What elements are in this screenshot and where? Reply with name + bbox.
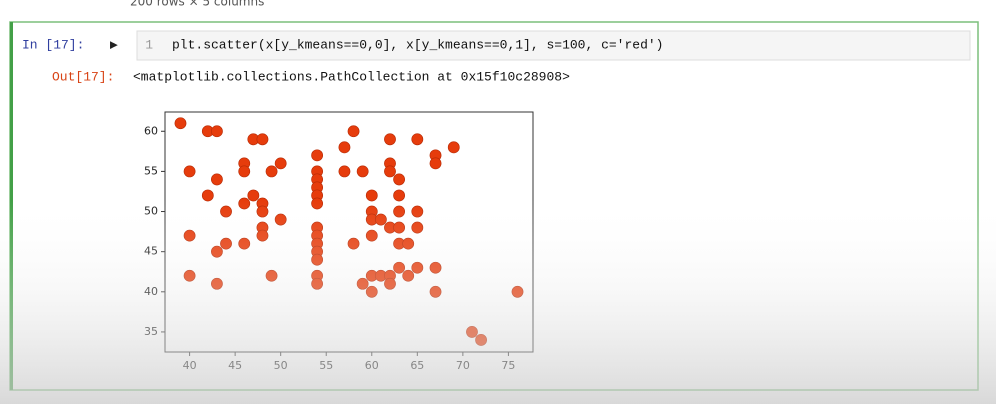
scatter-point <box>201 189 214 202</box>
scatter-point <box>447 141 460 154</box>
scatter-point <box>384 133 396 146</box>
scatter-point <box>174 117 187 130</box>
scatter-point <box>411 133 424 146</box>
video-shade <box>0 200 996 404</box>
scatter-point <box>183 165 196 178</box>
out-prompt: Out[17]: <box>52 69 114 84</box>
scatter-point <box>211 125 223 138</box>
in-prompt: In [17]: <box>22 37 84 52</box>
scatter-point <box>247 189 260 202</box>
scatter-point <box>393 189 405 202</box>
scatter-point <box>311 149 324 162</box>
above-text: 200 rows × 5 columns <box>130 0 264 9</box>
code: plt.scatter(x[y_kmeans==0,0], x[y_kmeans… <box>172 37 663 52</box>
scatter-point <box>393 173 405 186</box>
scatter-point <box>356 165 369 178</box>
scatter-point <box>384 165 396 178</box>
scatter-point <box>347 125 360 138</box>
scatter-point <box>211 173 223 186</box>
scatter-point <box>365 189 378 202</box>
scatter-point <box>338 165 351 178</box>
output-text: <matplotlib.collections.PathCollection a… <box>133 69 570 84</box>
scatter-point <box>429 157 442 170</box>
scatter-point <box>265 165 278 178</box>
scatter-point <box>238 165 251 178</box>
y-tick-label: 55 <box>144 164 158 177</box>
line-number: 1 <box>145 37 153 52</box>
scatter-point <box>274 157 287 170</box>
y-tick-label: 60 <box>144 124 158 137</box>
scatter-point <box>256 133 269 146</box>
scatter-point <box>338 141 351 154</box>
run-icon[interactable]: ▶ <box>110 37 118 52</box>
code-input[interactable] <box>136 30 971 61</box>
